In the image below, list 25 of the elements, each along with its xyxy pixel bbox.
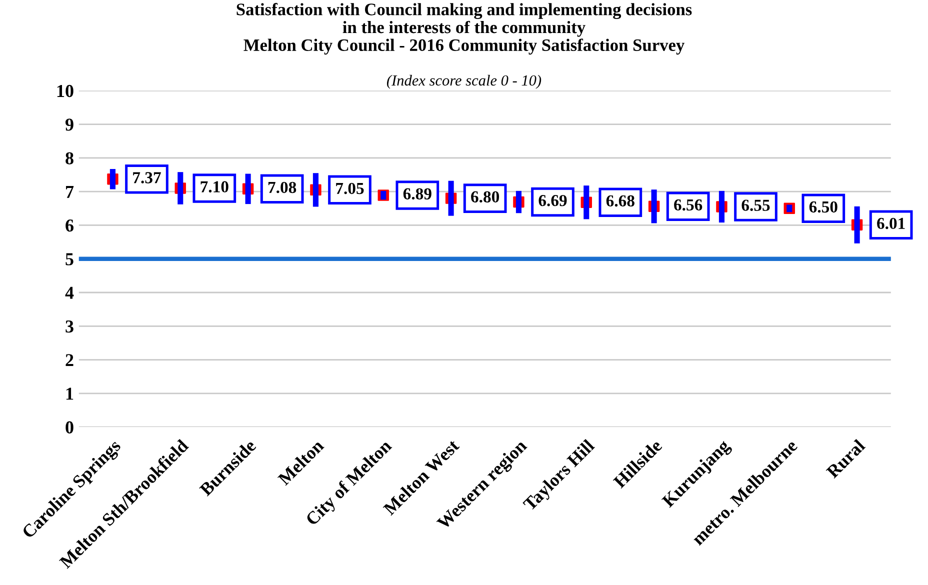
data-label: 7.08 <box>268 182 296 194</box>
data-label: 6.69 <box>538 194 567 206</box>
chart-title: Satisfaction with Council making and implementing decisions in the interests of the community Melton City Council - 2016 Community Satisfaction Survey <box>236 2 692 55</box>
y-tick-label: 5 <box>66 253 74 266</box>
y-tick-label: 4 <box>65 286 74 299</box>
y-tick-label: 10 <box>57 84 74 98</box>
data-label: 6.56 <box>674 199 702 211</box>
y-tick-label: 9 <box>65 118 74 131</box>
data-label: 6.80 <box>471 191 500 203</box>
y-tick-label: 0 <box>66 421 74 434</box>
y-tick-label: 3 <box>66 320 74 333</box>
data-label: 7.10 <box>200 181 228 192</box>
chart-subtitle: (Index score scale 0 - 10) <box>386 74 542 89</box>
y-tick-label: 1 <box>66 388 74 400</box>
y-tick-label: 8 <box>66 152 74 164</box>
data-label: 6.89 <box>403 188 432 200</box>
data-label: 6.50 <box>809 201 838 213</box>
data-label: 7.37 <box>133 172 161 184</box>
data-label: 7.05 <box>336 182 364 194</box>
data-label: 6.01 <box>877 218 905 230</box>
data-label: 6.68 <box>606 195 634 207</box>
data-label: 6.55 <box>742 200 770 211</box>
y-tick-label: 7 <box>66 186 74 198</box>
y-tick-label: 2 <box>66 354 74 366</box>
y-tick-label: 6 <box>66 220 74 232</box>
